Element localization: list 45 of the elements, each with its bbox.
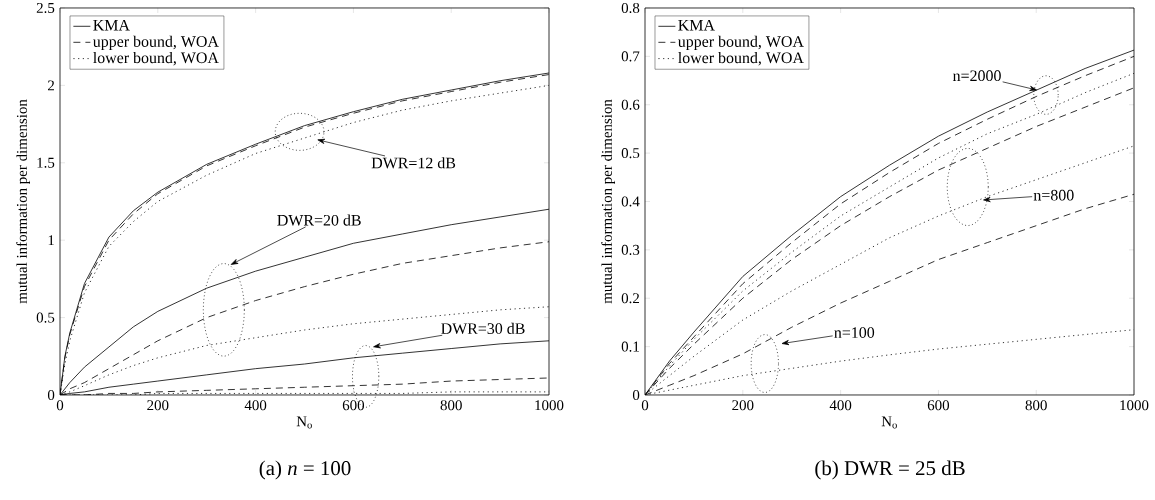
y-tick-label: 0.4 [621, 196, 640, 207]
annotation: DWR=20 dB [277, 214, 361, 226]
x-tick-label: 1000 [535, 400, 564, 411]
y-tick-label: 1 [48, 235, 54, 246]
y-tick-label: 0.3 [621, 244, 640, 255]
legend-label: KMA [678, 19, 715, 31]
y-tick-label: 1.5 [37, 157, 55, 168]
x-tick-label: 0 [641, 400, 649, 411]
y-tick-label: 0.5 [36, 312, 55, 323]
x-tick-label: 400 [244, 400, 267, 411]
text: (b) DWR = 25 dB [815, 460, 965, 480]
x-tick-label: 600 [927, 400, 950, 411]
annotation: DWR=30 dB [441, 322, 525, 335]
y-axis-title: mutual information per dimension [16, 99, 30, 304]
annotation: n=100 [834, 327, 875, 338]
y-axis-title: mutual information per dimension [601, 99, 615, 304]
y-tick-label: 0.2 [621, 293, 639, 304]
annotation: DWR=12 dB [371, 157, 456, 169]
legend-label: lower bound, WOA [678, 51, 804, 66]
x-axis-title: N$_{o}$ [296, 416, 312, 429]
y-tick-label: 2.5 [36, 2, 55, 14]
legend-label: upper bound, WOA [677, 35, 804, 51]
x-tick-label: 200 [732, 400, 754, 411]
legend-label: upper bound, WOA [92, 35, 219, 51]
y-tick-label: 0.6 [621, 99, 640, 110]
y-tick-label: 0.8 [621, 2, 640, 14]
annotation: n=800 [1033, 189, 1074, 201]
y-tick-label: 2 [48, 80, 54, 91]
x-tick-label: 400 [829, 400, 852, 411]
x-tick-label: 800 [440, 400, 462, 411]
legend-label: lower bound, WOA [93, 51, 219, 66]
annotation: n=2000 [952, 70, 1001, 82]
y-tick-label: 0 [632, 389, 640, 401]
y-tick-label: 0.7 [621, 51, 640, 62]
x-tick-label: 200 [147, 400, 169, 411]
y-tick-label: 0.1 [621, 341, 639, 352]
x-axis-title: N$_{o}$ [881, 416, 897, 429]
x-tick-label: 600 [342, 400, 365, 411]
text: (a) n = 100 [259, 460, 351, 480]
y-tick-label: 0 [47, 389, 55, 401]
x-tick-label: 800 [1025, 400, 1047, 411]
legend-label: KMA [93, 19, 130, 31]
y-tick-label: 0.5 [621, 148, 640, 159]
x-tick-label: 0 [56, 400, 64, 411]
x-tick-label: 1000 [1120, 400, 1149, 411]
